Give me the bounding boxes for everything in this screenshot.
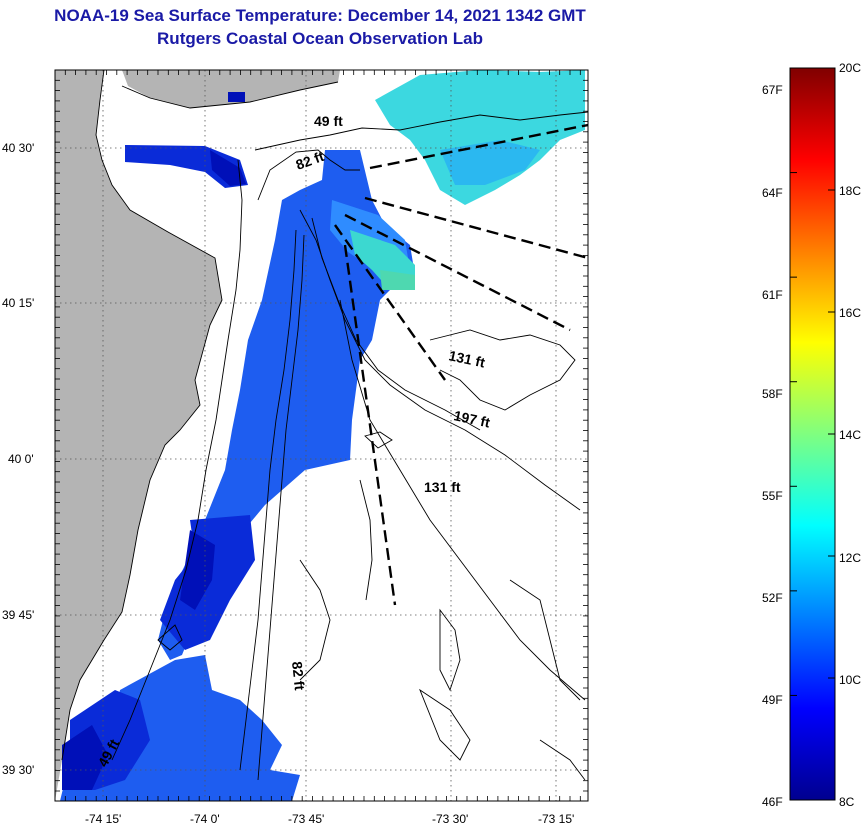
- depth-label-197ft: 197 ft: [452, 407, 491, 430]
- cb-f-label-4: 58F: [762, 387, 783, 401]
- depth-label-82ft-south: 82 ft: [289, 661, 308, 692]
- sst-patch-north: [375, 70, 585, 205]
- cb-f-label-6: 52F: [762, 591, 783, 605]
- sst-patch-ny-spot: [228, 92, 245, 102]
- sst-patch-ny-bight-cold: [210, 150, 246, 186]
- cb-c-label-5: 12C: [839, 551, 861, 565]
- cb-f-label-7: 49F: [762, 693, 783, 707]
- colorbar: 67F 64F 61F 58F 55F 52F 49F 46F 20C 18C …: [762, 61, 861, 809]
- dashed-transects: [334, 123, 588, 606]
- sst-patches: [60, 70, 585, 801]
- colorbar-gradient: [789, 67, 836, 801]
- lat-tick-label-2: 40 15': [2, 296, 34, 310]
- lon-tick-label-3: -73 45': [288, 812, 324, 826]
- sst-patch-warm-eddy-core: [380, 270, 415, 290]
- cb-c-label-4: 14C: [839, 428, 861, 442]
- depth-label-49ft-north: 49 ft: [314, 113, 343, 129]
- lon-tick-label-1: -74 15': [85, 812, 121, 826]
- lat-tick-label-4: 39 45': [2, 608, 34, 622]
- latitude-axis: 40 30' 40 15' 40 0' 39 45' 39 30': [2, 141, 34, 777]
- graticule: [55, 70, 588, 801]
- map-frame: [54, 69, 589, 802]
- cb-f-label-3: 61F: [762, 288, 783, 302]
- frame-ticks: [54, 69, 588, 801]
- lat-tick-label-1: 40 30': [2, 141, 34, 155]
- sst-patch-coastal-cold: [180, 530, 215, 610]
- cb-c-label-2: 18C: [839, 184, 861, 198]
- map-subtitle: Rutgers Coastal Ocean Observation Lab: [157, 29, 483, 48]
- sst-patch-north-inner: [440, 140, 540, 185]
- lon-tick-label-2: -74 0': [190, 812, 220, 826]
- longitude-axis: -74 15' -74 0' -73 45' -73 30' -73 15': [85, 812, 574, 826]
- land-li: [122, 70, 340, 108]
- lat-tick-label-3: 40 0': [8, 452, 34, 466]
- bathymetry-contours: [157, 111, 588, 781]
- cb-f-label-1: 67F: [762, 83, 783, 97]
- depth-label-131ft-south: 131 ft: [424, 479, 461, 495]
- colorbar-celsius-labels: 20C 18C 16C 14C 12C 10C 8C: [839, 61, 861, 809]
- cb-c-label-1: 20C: [839, 61, 861, 75]
- cb-c-label-7: 8C: [839, 795, 855, 809]
- cb-f-label-5: 55F: [762, 489, 783, 503]
- lon-tick-label-4: -73 30': [432, 812, 468, 826]
- coastline: [61, 70, 339, 761]
- cb-f-label-8: 46F: [762, 795, 783, 809]
- cb-c-label-3: 16C: [839, 306, 861, 320]
- lon-tick-label-5: -73 15': [538, 812, 574, 826]
- sst-patch-south-coldest: [62, 725, 108, 790]
- cb-f-label-2: 64F: [762, 186, 783, 200]
- map-title: NOAA-19 Sea Surface Temperature: Decembe…: [54, 6, 586, 25]
- lat-tick-label-5: 39 30': [2, 763, 34, 777]
- cb-c-label-6: 10C: [839, 673, 861, 687]
- colorbar-fahrenheit-labels: 67F 64F 61F 58F 55F 52F 49F 46F: [762, 83, 783, 809]
- land-nj: [55, 70, 222, 801]
- colorbar-ticks: [790, 67, 835, 801]
- depth-label-131ft-east: 131 ft: [447, 347, 486, 370]
